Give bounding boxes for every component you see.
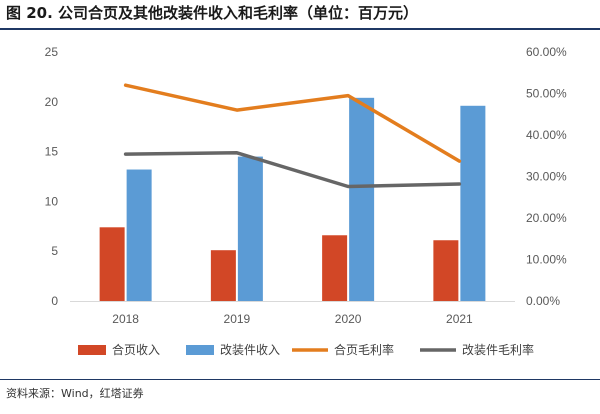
right-tick-label: 40.00% (526, 128, 567, 142)
left-tick-label: 25 (45, 45, 59, 59)
source-note: 资料来源：Wind，红塔证券 (6, 387, 144, 400)
right-tick-label: 20.00% (526, 211, 567, 225)
right-tick-label: 30.00% (526, 170, 567, 184)
right-tick-label: 10.00% (526, 253, 567, 267)
bar-hinge-revenue (433, 240, 459, 301)
x-axis: 2018 2019 2020 2021 (112, 312, 473, 326)
line-modified-parts-margin (123, 151, 462, 189)
right-tick-label: 0.00% (526, 294, 560, 308)
line-hinge-margin (123, 83, 462, 163)
right-tick-label: 60.00% (526, 45, 567, 59)
bar-hinge-revenue (322, 235, 348, 301)
bar-modified-parts-revenue (237, 156, 263, 301)
legend-label: 改装件收入 (220, 343, 280, 357)
bar-modified-parts-revenue (126, 169, 152, 301)
title-rule (0, 28, 600, 30)
legend-swatch (78, 345, 106, 355)
legend-swatch (186, 345, 214, 355)
legend-label: 合页收入 (112, 342, 160, 357)
lines (123, 83, 462, 189)
x-tick-label: 2019 (224, 312, 251, 326)
legend-label: 改装件毛利率 (462, 342, 534, 357)
right-tick-label: 50.00% (526, 87, 567, 101)
right-axis: 0.00% 10.00% 20.00% 30.00% 40.00% 50.00% 60.00… (526, 45, 567, 308)
bar-hinge-revenue (210, 250, 236, 301)
x-tick-label: 2020 (335, 312, 362, 326)
bar-modified-parts-revenue (460, 105, 486, 301)
left-tick-label: 5 (51, 244, 58, 258)
left-axis: 0 5 10 15 20 25 (45, 45, 59, 308)
left-tick-label: 0 (51, 294, 58, 308)
bars (99, 97, 486, 301)
bar-modified-parts-revenue (349, 97, 375, 301)
x-tick-label: 2018 (112, 312, 139, 326)
x-tick-label: 2021 (446, 312, 473, 326)
figure-title: 图 20. 公司合页及其他改装件收入和毛利率（单位：百万元） (6, 4, 419, 22)
bottom-rule (0, 379, 600, 380)
legend-label: 合页毛利率 (334, 342, 394, 357)
bar-hinge-revenue (99, 227, 125, 301)
left-tick-label: 15 (45, 145, 59, 159)
legend: 合页收入 改装件收入 合页毛利率 改装件毛利率 (78, 342, 534, 357)
left-tick-label: 20 (45, 95, 59, 109)
left-tick-label: 10 (45, 194, 59, 208)
